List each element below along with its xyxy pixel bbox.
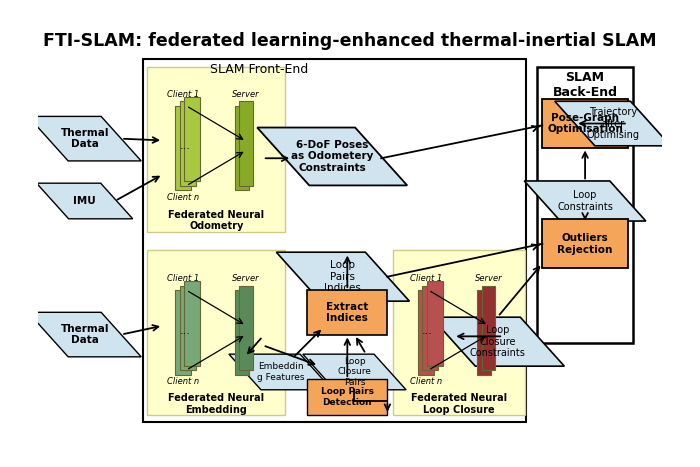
- Text: Outliers
Rejection: Outliers Rejection: [557, 233, 612, 255]
- Text: Client 1: Client 1: [410, 274, 442, 283]
- Text: ...: ...: [422, 325, 433, 336]
- Polygon shape: [28, 312, 141, 357]
- Polygon shape: [303, 354, 406, 390]
- Polygon shape: [555, 101, 671, 146]
- FancyBboxPatch shape: [184, 281, 200, 366]
- FancyBboxPatch shape: [477, 290, 491, 375]
- FancyBboxPatch shape: [418, 290, 434, 375]
- FancyBboxPatch shape: [147, 67, 285, 232]
- FancyBboxPatch shape: [482, 286, 495, 370]
- Text: Server: Server: [232, 274, 260, 283]
- FancyBboxPatch shape: [422, 286, 438, 370]
- Text: 6-DoF Poses
as Odometery
Constraints: 6-DoF Poses as Odometery Constraints: [291, 140, 373, 173]
- FancyBboxPatch shape: [542, 99, 628, 148]
- Text: Federated Neural
Odometry: Federated Neural Odometry: [169, 210, 265, 231]
- FancyBboxPatch shape: [542, 219, 628, 268]
- FancyBboxPatch shape: [307, 379, 387, 415]
- Text: Client n: Client n: [167, 377, 199, 386]
- Text: FTI-SLAM: federated learning-enhanced thermal-inertial SLAM: FTI-SLAM: federated learning-enhanced th…: [43, 32, 657, 50]
- FancyBboxPatch shape: [184, 97, 200, 181]
- Text: SLAM
Back-End: SLAM Back-End: [552, 71, 617, 99]
- Text: Federated Neural
Embedding: Federated Neural Embedding: [169, 393, 265, 415]
- Text: Server: Server: [475, 274, 502, 283]
- Text: Client n: Client n: [167, 193, 199, 202]
- FancyBboxPatch shape: [176, 106, 192, 191]
- Text: Server: Server: [232, 90, 260, 99]
- Text: Thermal
Data: Thermal Data: [60, 128, 109, 149]
- Text: IMU: IMU: [74, 196, 96, 206]
- Text: Extract
Indices: Extract Indices: [326, 302, 368, 323]
- Text: Loop
Constraints: Loop Constraints: [557, 190, 613, 212]
- Text: ...: ...: [180, 325, 190, 336]
- Text: Client n: Client n: [410, 377, 442, 386]
- Polygon shape: [524, 181, 646, 221]
- FancyBboxPatch shape: [307, 290, 387, 334]
- Text: Embeddin
g Features: Embeddin g Features: [257, 362, 304, 382]
- Text: Client 1: Client 1: [167, 90, 199, 99]
- Text: Client 1: Client 1: [167, 274, 199, 283]
- Text: Pose-Graph
Optimisation: Pose-Graph Optimisation: [547, 113, 623, 134]
- FancyBboxPatch shape: [180, 101, 196, 186]
- Polygon shape: [276, 252, 410, 301]
- Text: Loop Pairs
Detection: Loop Pairs Detection: [321, 387, 374, 407]
- Polygon shape: [28, 116, 141, 161]
- FancyBboxPatch shape: [235, 290, 248, 375]
- FancyBboxPatch shape: [176, 290, 192, 375]
- Polygon shape: [36, 183, 133, 219]
- FancyBboxPatch shape: [239, 101, 253, 186]
- Text: Loop
Closure
Constraints: Loop Closure Constraints: [470, 325, 526, 358]
- FancyBboxPatch shape: [426, 281, 442, 366]
- Text: ...: ...: [180, 141, 190, 151]
- Text: Thermal
Data: Thermal Data: [60, 324, 109, 346]
- FancyBboxPatch shape: [147, 250, 285, 415]
- Text: Loop
Closure
Pairs: Loop Closure Pairs: [337, 357, 372, 387]
- Text: Federated Neural
Loop Closure: Federated Neural Loop Closure: [411, 393, 507, 415]
- Polygon shape: [431, 317, 564, 366]
- FancyBboxPatch shape: [239, 286, 253, 370]
- FancyBboxPatch shape: [180, 286, 196, 370]
- Text: Loop
Pairs
Indices: Loop Pairs Indices: [324, 260, 361, 293]
- FancyBboxPatch shape: [235, 106, 248, 191]
- Polygon shape: [257, 127, 407, 185]
- Text: SLAM Front-End: SLAM Front-End: [210, 63, 308, 76]
- Text: Trajectory
after
Optimising: Trajectory after Optimising: [586, 107, 639, 140]
- FancyBboxPatch shape: [393, 250, 524, 415]
- Polygon shape: [229, 354, 332, 390]
